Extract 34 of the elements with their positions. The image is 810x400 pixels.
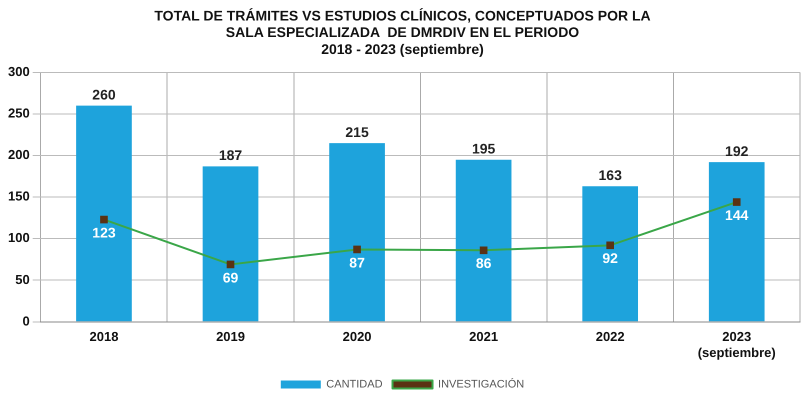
data-label: 163 (598, 167, 622, 184)
y-tick-label: 150 (8, 188, 30, 204)
data-label: 87 (349, 254, 366, 270)
data-label: 123 (92, 224, 116, 240)
data-label: 195 (472, 140, 496, 157)
data-label: 144 (725, 206, 749, 223)
bar (76, 106, 132, 322)
chart-title: TOTAL DE TRÁMITES VS ESTUDIOS CLÍNICOS, CONCEPTUADOS POR LA SALA ESPECIALIZADA DE DMRDIV EN EL PERIODO 2018 - 2023 (septiembre) (154, 7, 651, 57)
bar (329, 143, 385, 322)
x-tick-label: 2020 (342, 329, 372, 344)
x-tick-label: 2019 (216, 329, 245, 344)
x-tick-label: 2018 (90, 329, 118, 344)
data-label: 92 (602, 250, 618, 266)
y-tick-label: 250 (8, 106, 30, 121)
x-tick-label: 2021 (469, 329, 498, 344)
legend-label: CANTIDAD (326, 378, 383, 391)
bar (582, 186, 638, 322)
x-tick-label: 2023 (septiembre) (698, 329, 776, 360)
legend-label: INVESTIGACIÓN (438, 378, 524, 391)
y-tick-label: 100 (8, 230, 30, 246)
data-label: 215 (345, 124, 369, 140)
y-tick-label: 50 (15, 272, 30, 287)
bar (202, 166, 258, 322)
bar (456, 160, 512, 322)
y-tick-label: 300 (8, 64, 30, 79)
data-label: 69 (222, 269, 239, 286)
data-label: 187 (218, 147, 242, 164)
data-label: 86 (476, 255, 492, 272)
y-tick-label: 0 (22, 313, 30, 328)
data-label: 192 (725, 143, 749, 160)
y-tick-label: 200 (8, 147, 30, 162)
x-tick-label: 2022 (596, 329, 625, 344)
bar (708, 162, 765, 322)
data-label: 260 (92, 86, 116, 103)
